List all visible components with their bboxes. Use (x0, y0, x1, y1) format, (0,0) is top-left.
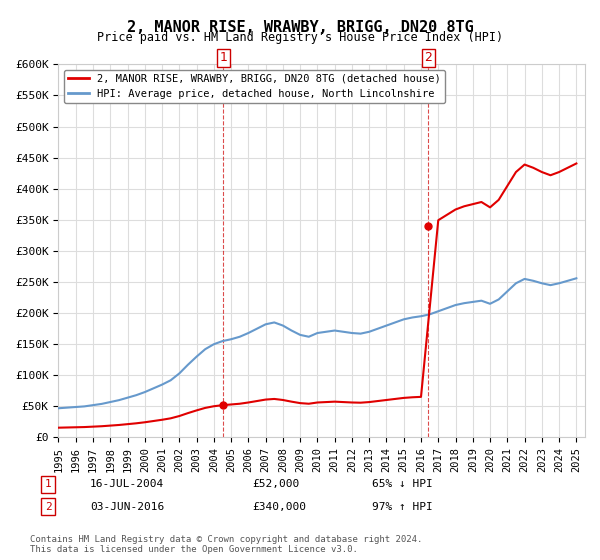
Text: 1: 1 (219, 52, 227, 64)
Text: £52,000: £52,000 (252, 479, 299, 489)
Text: 03-JUN-2016: 03-JUN-2016 (90, 502, 164, 512)
Legend: 2, MANOR RISE, WRAWBY, BRIGG, DN20 8TG (detached house), HPI: Average price, det: 2, MANOR RISE, WRAWBY, BRIGG, DN20 8TG (… (64, 69, 445, 103)
Text: 1: 1 (44, 479, 52, 489)
Text: 97% ↑ HPI: 97% ↑ HPI (372, 502, 433, 512)
Text: 16-JUL-2004: 16-JUL-2004 (90, 479, 164, 489)
Text: 2, MANOR RISE, WRAWBY, BRIGG, DN20 8TG: 2, MANOR RISE, WRAWBY, BRIGG, DN20 8TG (127, 20, 473, 35)
Text: 2: 2 (424, 52, 432, 64)
Text: 2: 2 (44, 502, 52, 512)
Text: 65% ↓ HPI: 65% ↓ HPI (372, 479, 433, 489)
Text: £340,000: £340,000 (252, 502, 306, 512)
Text: Price paid vs. HM Land Registry's House Price Index (HPI): Price paid vs. HM Land Registry's House … (97, 31, 503, 44)
Text: Contains HM Land Registry data © Crown copyright and database right 2024.
This d: Contains HM Land Registry data © Crown c… (30, 535, 422, 554)
